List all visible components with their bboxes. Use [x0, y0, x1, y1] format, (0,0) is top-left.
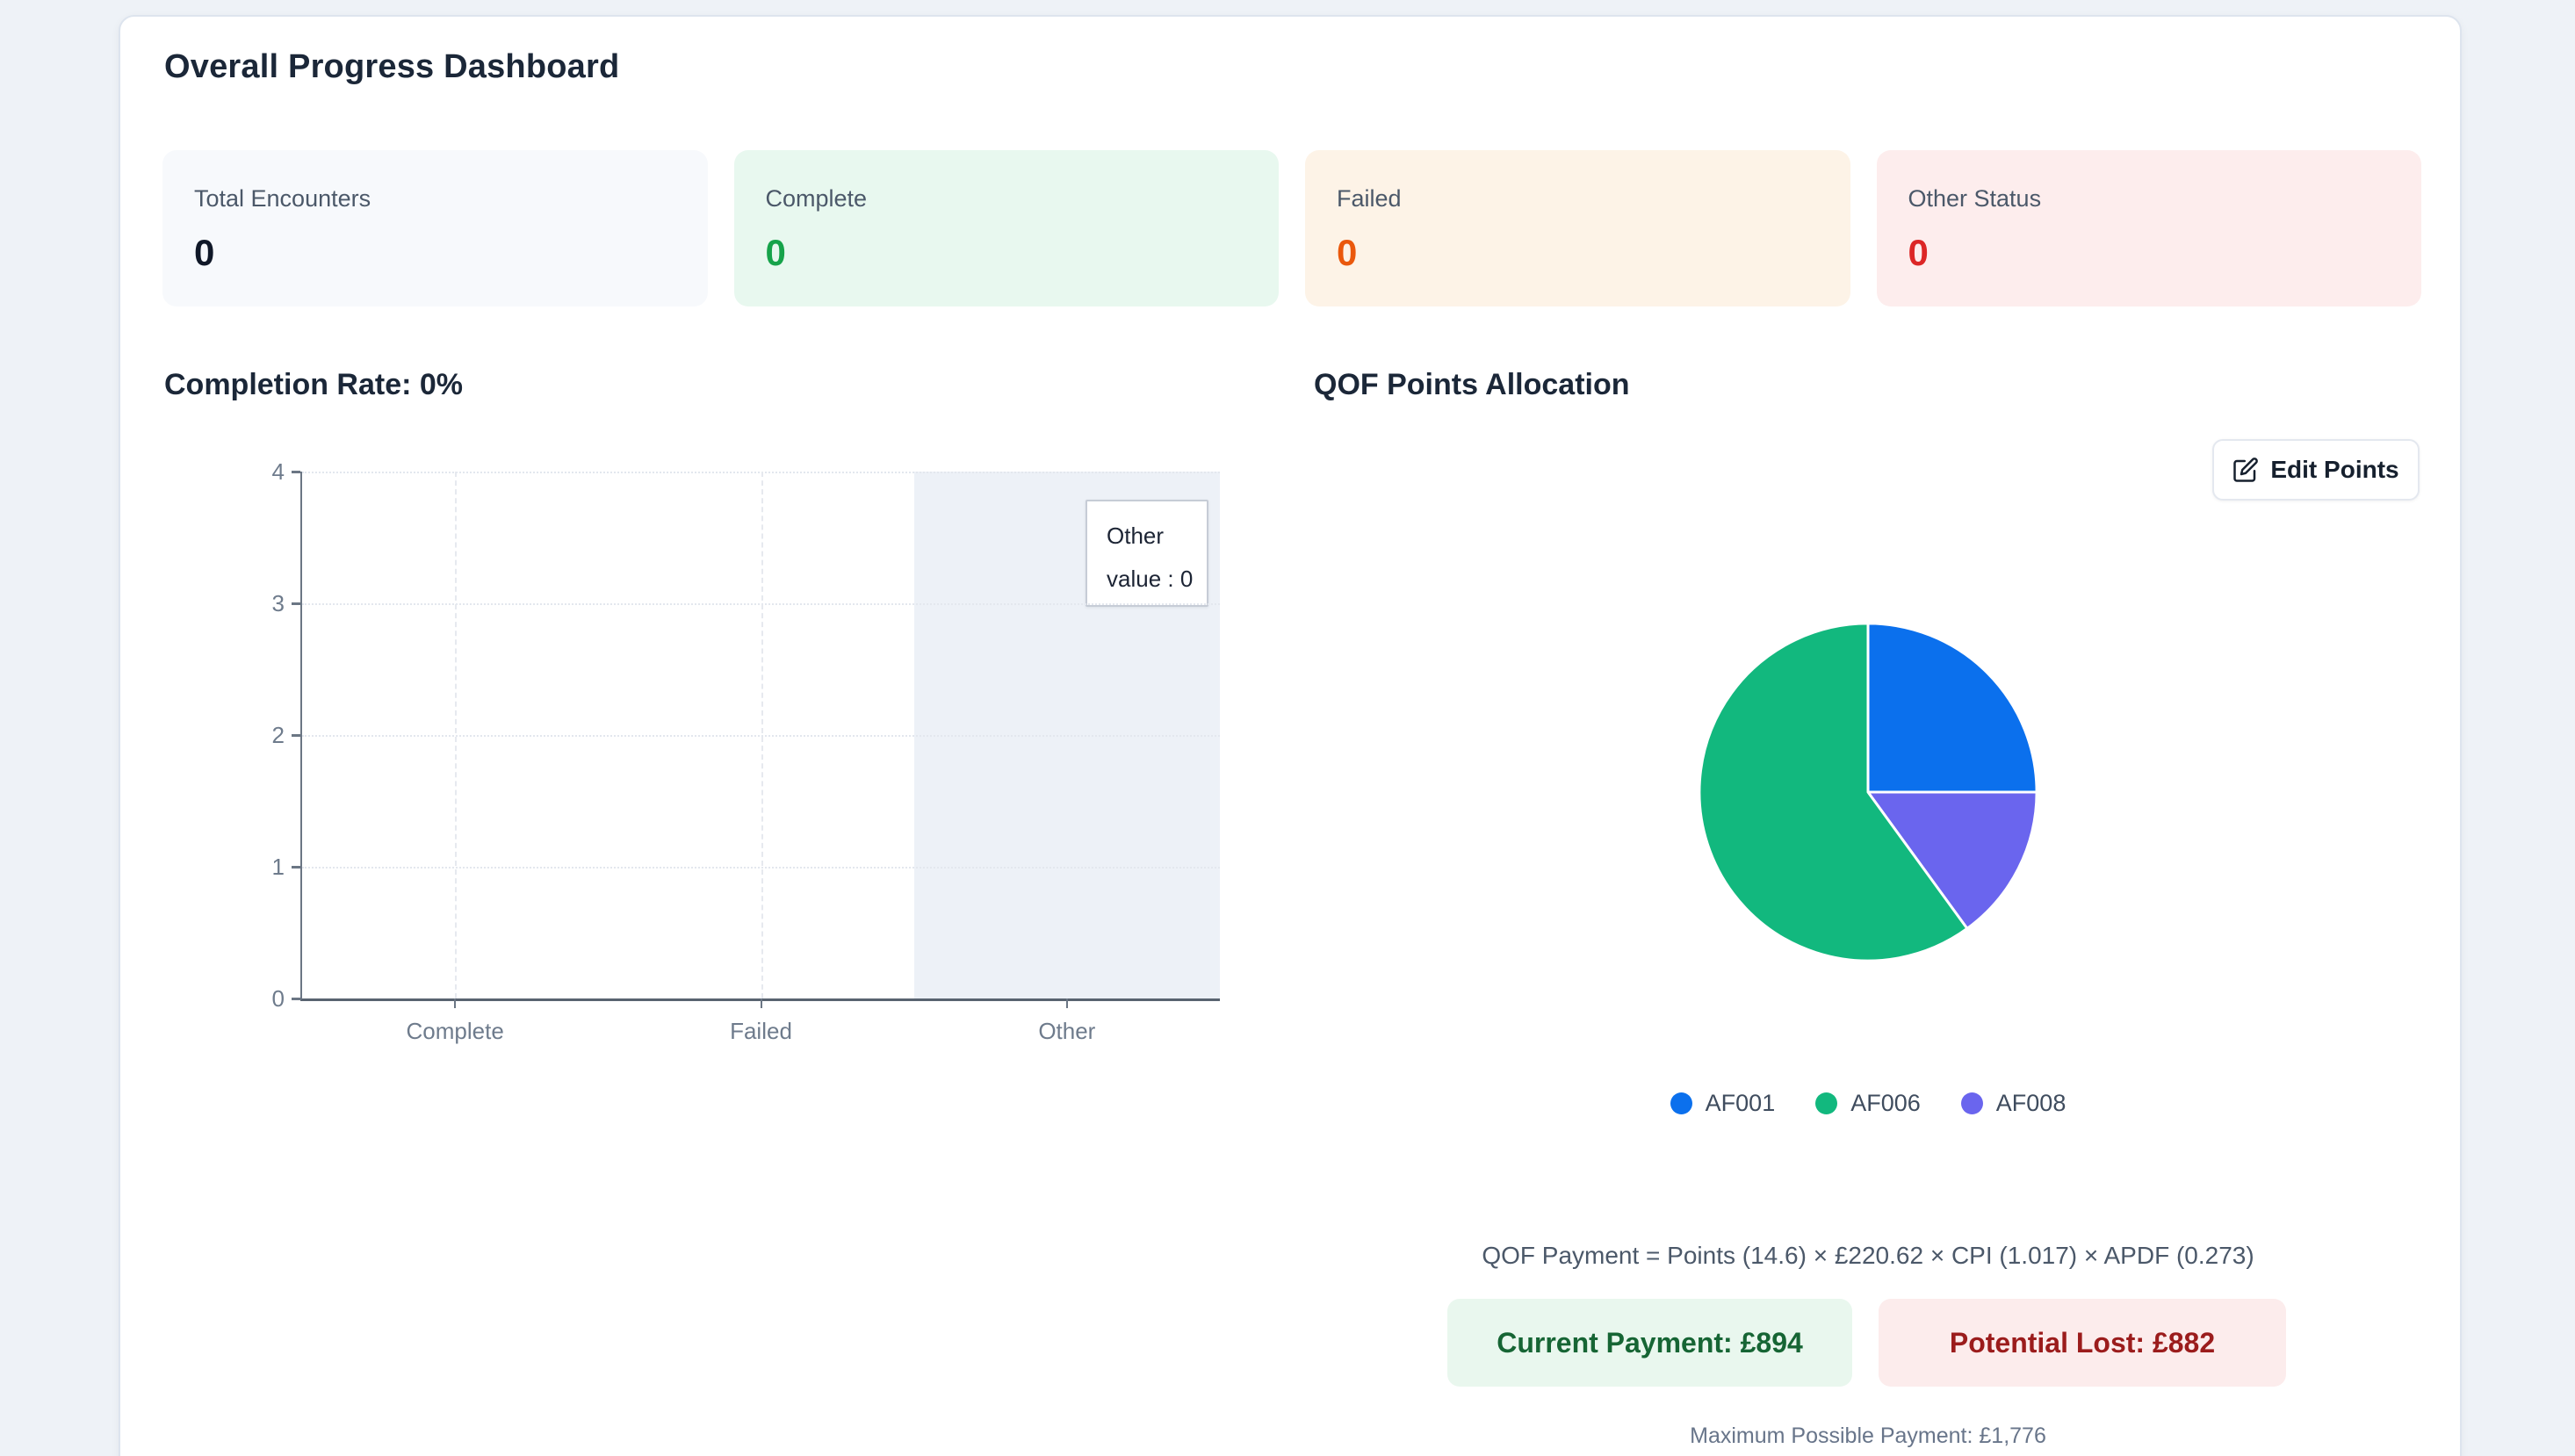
y-axis-label: 0 [271, 985, 285, 1012]
y-axis-tick [292, 602, 300, 605]
edit-points-label: Edit Points [2270, 456, 2399, 483]
tooltip-value: value : 0 [1107, 566, 1194, 592]
qof-pie-chart[interactable] [1694, 618, 2042, 966]
stat-label: Failed [1337, 185, 1402, 212]
stat-label: Other Status [1908, 185, 2042, 212]
stat-value: 0 [1908, 232, 1929, 273]
page-title: Overall Progress Dashboard [164, 48, 620, 85]
y-axis-label: 2 [271, 722, 285, 748]
y-axis-tick [292, 734, 300, 737]
pie-legend: AF001 AF006 AF008 [1640, 1090, 2096, 1117]
bar-plot: Other value : 0 0 1 2 3 4 Complete Failed Other [272, 460, 1220, 1044]
x-axis-tick [760, 998, 762, 1008]
current-payment-badge: Current Payment: £894 [1447, 1299, 1852, 1387]
x-axis-label: Other [1038, 1018, 1096, 1044]
stat-card-total-encounters: Total Encounters 0 [162, 150, 708, 306]
x-axis-label: Failed [730, 1018, 792, 1044]
stat-card-other-status: Other Status 0 [1876, 150, 2421, 306]
completion-rate-heading: Completion Rate: 0% [164, 368, 464, 401]
edit-pencil-icon [2233, 458, 2259, 482]
y-axis-tick [292, 866, 300, 869]
stat-label: Total Encounters [194, 185, 371, 212]
legend-label: AF008 [1995, 1090, 2066, 1116]
y-axis-tick [292, 998, 300, 1000]
legend-dot-icon [1670, 1092, 1692, 1114]
potential-lost-badge: Potential Lost: £882 [1879, 1299, 2286, 1387]
stat-card-complete: Complete 0 [733, 150, 1279, 306]
pie-slice-af006[interactable] [1698, 622, 1969, 962]
stat-value: 0 [194, 232, 215, 273]
qof-points-heading: QOF Points Allocation [1314, 368, 1630, 401]
legend-dot-icon [1815, 1092, 1838, 1114]
y-axis-label: 1 [271, 854, 285, 880]
legend-item-af008[interactable]: AF008 [1960, 1090, 2066, 1117]
legend-dot-icon [1960, 1092, 1983, 1114]
x-axis-tick [454, 998, 457, 1008]
y-axis-tick [292, 471, 300, 473]
legend-label: AF006 [1850, 1090, 1921, 1116]
legend-item-af006[interactable]: AF006 [1815, 1090, 1921, 1117]
gridline-vertical [761, 472, 763, 998]
stat-value: 0 [765, 232, 786, 273]
x-axis-tick [1065, 998, 1068, 1008]
stat-label: Complete [765, 185, 868, 212]
x-axis-label: Complete [406, 1018, 504, 1044]
max-payment-text: Maximum Possible Payment: £1,776 [1690, 1424, 2046, 1448]
edit-points-button[interactable]: Edit Points [2212, 439, 2420, 501]
chart-tooltip: Other value : 0 [1086, 500, 1208, 607]
y-axis-label: 4 [271, 458, 285, 485]
qof-payment-formula: QOF Payment = Points (14.6) × £220.62 × … [1482, 1242, 2254, 1269]
y-axis-label: 3 [271, 590, 285, 616]
stats-row: Total Encounters 0 Complete 0 Failed 0 O… [162, 150, 2421, 306]
stat-card-failed: Failed 0 [1305, 150, 1850, 306]
legend-label: AF001 [1705, 1090, 1776, 1116]
tooltip-category: Other [1107, 523, 1165, 549]
pie-slice-af001[interactable] [1866, 622, 2038, 794]
pie-slice-af008[interactable] [1866, 790, 2038, 930]
gridline-vertical [455, 472, 458, 998]
stat-value: 0 [1337, 232, 1358, 273]
dashboard-card: Overall Progress Dashboard Total Encount… [119, 15, 2462, 1456]
legend-item-af001[interactable]: AF001 [1670, 1090, 1776, 1117]
